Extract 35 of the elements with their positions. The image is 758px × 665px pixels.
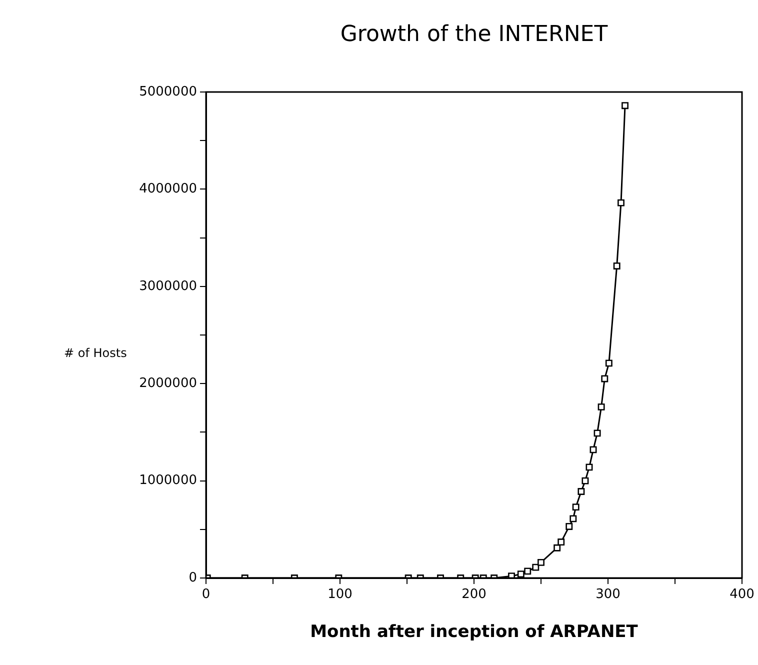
point [590,446,597,454]
point [570,515,577,522]
x-axis-title: Month after inception of ARPANET [309,622,639,642]
point [582,477,589,484]
y-tick-label: 1000000 [139,473,197,488]
point [598,403,605,410]
x-tick-label: 200 [462,587,486,602]
y-tick-label: 4000000 [139,182,197,197]
chart-title: Growth of the INTERNET [339,22,609,47]
point [524,568,532,575]
x-tick-label: 300 [596,587,620,602]
point [613,262,620,270]
y-tick-label: 3000000 [139,278,197,294]
point [554,544,561,552]
point [605,360,612,367]
y-axis-title: # of Hosts [64,346,127,360]
point [578,488,585,495]
point [622,102,628,110]
point [508,572,515,578]
y-tick-label: 0 [188,570,197,586]
point [586,464,593,471]
point [558,538,565,546]
point [532,564,540,571]
y-tick-label: 5000000 [139,84,197,100]
x-tick-label: 400 [730,587,754,602]
point [594,430,601,437]
point [618,199,624,206]
point [601,375,608,382]
point [538,558,544,566]
point [517,570,524,578]
point [566,523,573,530]
y-tick-label: 2000000 [139,376,197,391]
point [572,504,580,511]
x-tick-label: 100 [328,587,352,602]
x-tick-label: 0 [202,587,210,602]
